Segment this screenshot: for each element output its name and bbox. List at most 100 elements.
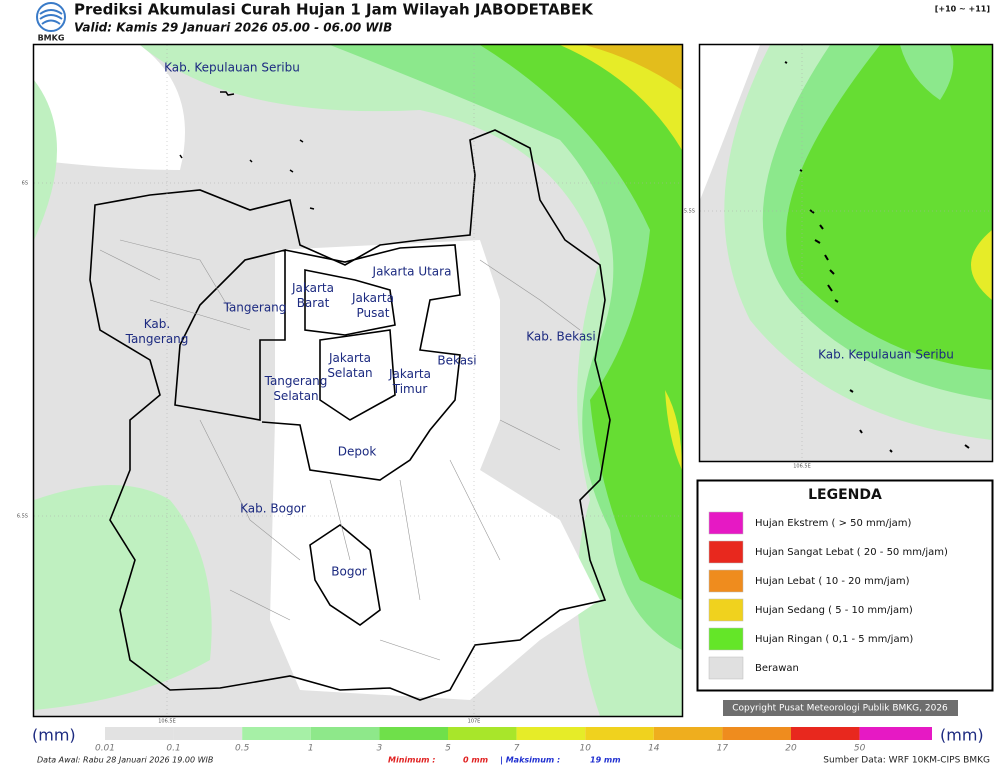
no-rain-area xyxy=(34,45,185,170)
max-value: 19 mm xyxy=(590,756,621,765)
colorbar-tick-label: 3 xyxy=(377,744,383,754)
legend-swatch xyxy=(708,569,744,593)
min-value: 0 mm xyxy=(463,756,488,765)
no-rain-area xyxy=(270,240,600,700)
logo-circle xyxy=(36,2,66,32)
colorbar-tick-label: 0.5 xyxy=(235,744,250,754)
region-boundary xyxy=(89,129,611,701)
colorbar-segment xyxy=(516,727,586,740)
legend-title: LEGENDA xyxy=(808,487,882,503)
lon-label: 107E xyxy=(468,719,481,725)
colorbar-segment xyxy=(105,727,174,740)
islands xyxy=(784,61,970,453)
colorbar-segment xyxy=(722,727,791,740)
legend-swatch xyxy=(708,656,744,680)
region-label: Jakarta xyxy=(291,281,334,295)
colorbar-unit: (mm) xyxy=(32,726,76,745)
moderate-rain-area xyxy=(560,45,682,150)
region-label: Kab. Bogor xyxy=(240,502,306,516)
legend-box xyxy=(696,479,994,692)
legend-label: Hujan Lebat ( 10 - 20 mm/jam) xyxy=(755,576,910,587)
region-label: Kab. xyxy=(144,317,170,331)
colorbar-tick-label: 50 xyxy=(854,744,866,754)
region-boundary xyxy=(304,269,396,336)
region-label: Tangerang xyxy=(223,301,287,315)
legend-swatch xyxy=(708,598,744,622)
legend-label: Hujan Sangat Lebat ( 20 - 50 mm/jam) xyxy=(755,547,948,558)
min-label: Minimum : xyxy=(388,756,436,765)
rain-area xyxy=(786,45,992,370)
forecast-range: [+10 ~ +11] xyxy=(935,5,990,14)
logo: BMKG xyxy=(36,2,66,43)
region-label: Selatan xyxy=(273,389,318,403)
legend-label: Berawan xyxy=(755,663,799,674)
logo-waves xyxy=(39,9,63,25)
islands xyxy=(179,91,315,210)
region-label: Kab. Kepulauan Seribu xyxy=(164,61,300,75)
colorbar-segment xyxy=(859,727,932,740)
colorbar-segment xyxy=(653,727,723,740)
lat-label: 6.5S xyxy=(17,514,28,520)
colorbar-tick-label: 0.01 xyxy=(95,744,115,754)
logo-text: BMKG xyxy=(38,34,65,43)
colorbar-tick-label: 20 xyxy=(785,744,797,754)
region-label: Depok xyxy=(338,445,377,459)
region-label: Kab. Bekasi xyxy=(526,330,596,344)
lon-label: 106.5E xyxy=(793,464,810,470)
light-rain-area xyxy=(34,80,57,240)
region-boundary xyxy=(309,524,381,626)
region-labels: Kab. Kepulauan SeribuKab.TangerangTanger… xyxy=(125,61,596,579)
legend-swatch xyxy=(708,540,744,564)
lat-label: 5.5S xyxy=(684,209,695,215)
inset-map xyxy=(700,45,992,461)
colorbar-tick-label: 17 xyxy=(717,744,729,754)
copyright-box xyxy=(723,700,958,716)
region-label: Jakarta Utara xyxy=(372,265,452,279)
title: Prediksi Akumulasi Curah Hujan 1 Jam Wil… xyxy=(74,1,594,19)
legend-label: Hujan Ringan ( 0,1 - 5 mm/jam) xyxy=(755,634,913,645)
colorbar-segment xyxy=(379,727,448,740)
region-label: Bogor xyxy=(331,565,367,579)
copyright: Copyright Pusat Meteorologi Publik BMKG,… xyxy=(732,704,948,714)
colorbar-segment xyxy=(585,727,654,740)
colorbar-tick-label: 10 xyxy=(579,744,591,754)
region-label: Timur xyxy=(392,382,428,396)
moderate-rain-area xyxy=(665,390,682,470)
colorbar-tick-label: 1 xyxy=(308,744,314,754)
colorbar: 0.01 0.1 0.5 1 3 5 7 10 14 17 20 50 xyxy=(95,727,932,754)
region-label: Jakarta xyxy=(328,351,371,365)
colorbar-tick-label: 14 xyxy=(648,744,660,754)
lat-label: 6S xyxy=(22,181,28,187)
rain-area xyxy=(900,45,954,100)
valid-time: Valid: Kamis 29 Januari 2026 05.00 - 06.… xyxy=(74,21,392,35)
data-source: Sumber Data: WRF 10KM-CIPS BMKG xyxy=(823,756,990,766)
legend-swatch xyxy=(708,627,744,651)
inset-region-label: Kab. Kepulauan Seribu xyxy=(818,348,954,362)
region-label: Tangerang xyxy=(264,374,328,388)
region-label: Selatan xyxy=(327,366,372,380)
region-label: Jakarta xyxy=(351,291,394,305)
district-boundary xyxy=(99,239,581,661)
legend-label: Hujan Sedang ( 5 - 10 mm/jam) xyxy=(755,605,913,616)
region-boundary xyxy=(319,329,396,421)
region-label: Tangerang xyxy=(125,332,189,346)
colorbar-segment xyxy=(791,727,860,740)
colorbar-segment xyxy=(448,727,517,740)
colorbar-unit: (mm) xyxy=(940,726,984,745)
main-map xyxy=(34,45,682,716)
legend-swatch xyxy=(708,511,744,535)
moderate-rain-area xyxy=(585,45,682,90)
moderate-rain-area xyxy=(971,230,992,300)
colorbar-segment xyxy=(173,727,243,740)
max-label: | Maksimum : xyxy=(500,756,560,765)
colorbar-tick-label: 5 xyxy=(445,744,451,754)
rain-area xyxy=(480,45,682,600)
inset-frame xyxy=(698,43,994,463)
colorbar-tick-label: 0.1 xyxy=(166,744,180,754)
legend-label: Hujan Ekstrem ( > 50 mm/jam) xyxy=(755,518,912,529)
data-start: Data Awal: Rabu 28 Januari 2026 19.00 WI… xyxy=(37,756,213,765)
region-boundary xyxy=(174,248,286,421)
legend: Hujan Ekstrem ( > 50 mm/jam) Hujan Sangat… xyxy=(708,511,948,680)
region-label: Bekasi xyxy=(437,354,476,368)
